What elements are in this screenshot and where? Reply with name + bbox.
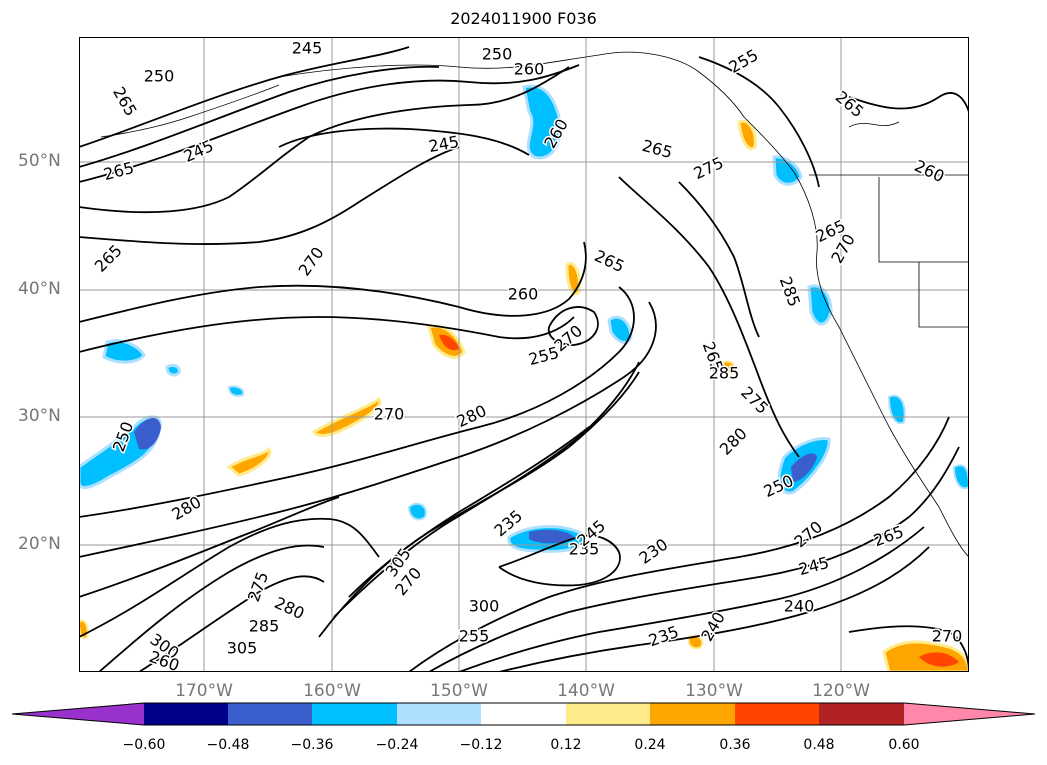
- orange-patch: [565, 262, 581, 296]
- blue-patch: [887, 394, 906, 425]
- contour-label: 265: [640, 136, 674, 162]
- map-panel: 245 250 250 260 265 245 255 265 245 260 265 265 275 2…: [77, 37, 971, 677]
- contour-label: 280: [169, 492, 205, 524]
- contour-label: 275: [737, 383, 772, 418]
- contour-label: 245: [797, 553, 831, 579]
- contour-label: 285: [709, 364, 740, 383]
- contour-label: 285: [776, 274, 804, 309]
- shaded-anomalies: [77, 84, 971, 674]
- colorbar-bin: [819, 703, 904, 725]
- contour-label: 260: [514, 60, 545, 79]
- colorbar-tick-label: 0.36: [719, 737, 751, 753]
- blue-patch: [607, 315, 633, 344]
- lon-tick-150w: 150°W: [430, 681, 488, 701]
- contour-label: 305: [227, 639, 258, 658]
- contour-label: 265: [832, 87, 868, 121]
- colorbar-tick-label: 0.12: [550, 737, 582, 753]
- colorbar-tick-label: 0.60: [888, 737, 920, 753]
- colorbar-outline: [11, 702, 1036, 726]
- contour-label: 235: [646, 622, 681, 650]
- blue-patch: [529, 529, 574, 544]
- colorbar-tick-label: 0.24: [634, 737, 666, 753]
- contour-label: 265: [109, 84, 141, 120]
- lat-tick-30n: 30°N: [18, 406, 61, 426]
- colorbar-tick-label: −0.24: [375, 737, 419, 753]
- contour-label: 270: [374, 405, 405, 424]
- colorbar-bin: [144, 703, 228, 725]
- contour-label: 285: [249, 617, 280, 636]
- lon-tick-170w: 170°W: [175, 681, 233, 701]
- contour-label: 235: [569, 540, 600, 559]
- colorbar-bin: [12, 703, 144, 725]
- contour-label: 280: [716, 424, 751, 459]
- contour-label: 275: [691, 153, 727, 183]
- blue-patch: [227, 385, 245, 397]
- colorbar-tick-label: −0.36: [290, 737, 334, 753]
- contour-label: 260: [912, 156, 948, 186]
- contour-label: 250: [482, 45, 513, 64]
- colorbar-bin: [481, 703, 566, 725]
- lon-tick-130w: 130°W: [685, 681, 743, 701]
- contour-label: 250: [144, 67, 175, 86]
- lon-tick-160w: 160°W: [303, 681, 361, 701]
- coastlines: [100, 51, 970, 558]
- blue-patch: [522, 84, 562, 160]
- contour-label: 300: [469, 597, 500, 616]
- lon-tick-140w: 140°W: [557, 681, 615, 701]
- contour-label: 270: [295, 243, 328, 279]
- colorbar: [11, 702, 1036, 726]
- colorbar-bin: [397, 703, 481, 725]
- orange-patch: [439, 334, 459, 351]
- lat-tick-50n: 50°N: [18, 151, 61, 171]
- colorbar-tick-label: 0.48: [803, 737, 835, 753]
- colorbar-tick-label: −0.12: [459, 737, 503, 753]
- orange-patch: [722, 360, 737, 375]
- colorbar-tick-label: −0.60: [122, 737, 166, 753]
- contour-label: 260: [508, 285, 539, 304]
- contour-label: 275: [244, 569, 272, 604]
- contour-label: 240: [784, 597, 815, 616]
- contour-label: 245: [427, 132, 460, 156]
- contour-label: 255: [459, 627, 490, 646]
- colorbar-bin: [735, 703, 819, 725]
- blue-patch: [407, 502, 427, 521]
- height-contours: [78, 46, 970, 673]
- blue-patch: [952, 464, 971, 490]
- blue-patch: [134, 417, 161, 450]
- map-title: 2024011900 F036: [450, 9, 597, 28]
- graticule: [79, 37, 969, 672]
- orange-patch: [226, 446, 272, 477]
- contour-label: 265: [91, 241, 126, 276]
- orange-patch: [737, 119, 757, 150]
- colorbar-bin: [228, 703, 312, 725]
- contour-label: 270: [932, 627, 963, 646]
- colorbar-bin: [566, 703, 650, 725]
- contour-label: 255: [726, 45, 762, 77]
- contour-label: 245: [292, 39, 323, 58]
- lon-tick-120w: 120°W: [812, 681, 870, 701]
- orange-patch: [919, 652, 959, 667]
- colorbar-bin: [904, 703, 1035, 725]
- contour-label: 270: [791, 517, 827, 551]
- blue-patch: [165, 363, 181, 377]
- colorbar-bin: [650, 703, 735, 725]
- blue-patch: [772, 155, 803, 186]
- lat-tick-40n: 40°N: [18, 279, 61, 299]
- colorbar-bin: [312, 703, 397, 725]
- blue-patch: [791, 453, 817, 482]
- contour-label: 230: [635, 535, 671, 568]
- lat-tick-20n: 20°N: [18, 534, 61, 554]
- colorbar-tick-label: −0.48: [206, 737, 250, 753]
- contour-label: 265: [592, 246, 628, 276]
